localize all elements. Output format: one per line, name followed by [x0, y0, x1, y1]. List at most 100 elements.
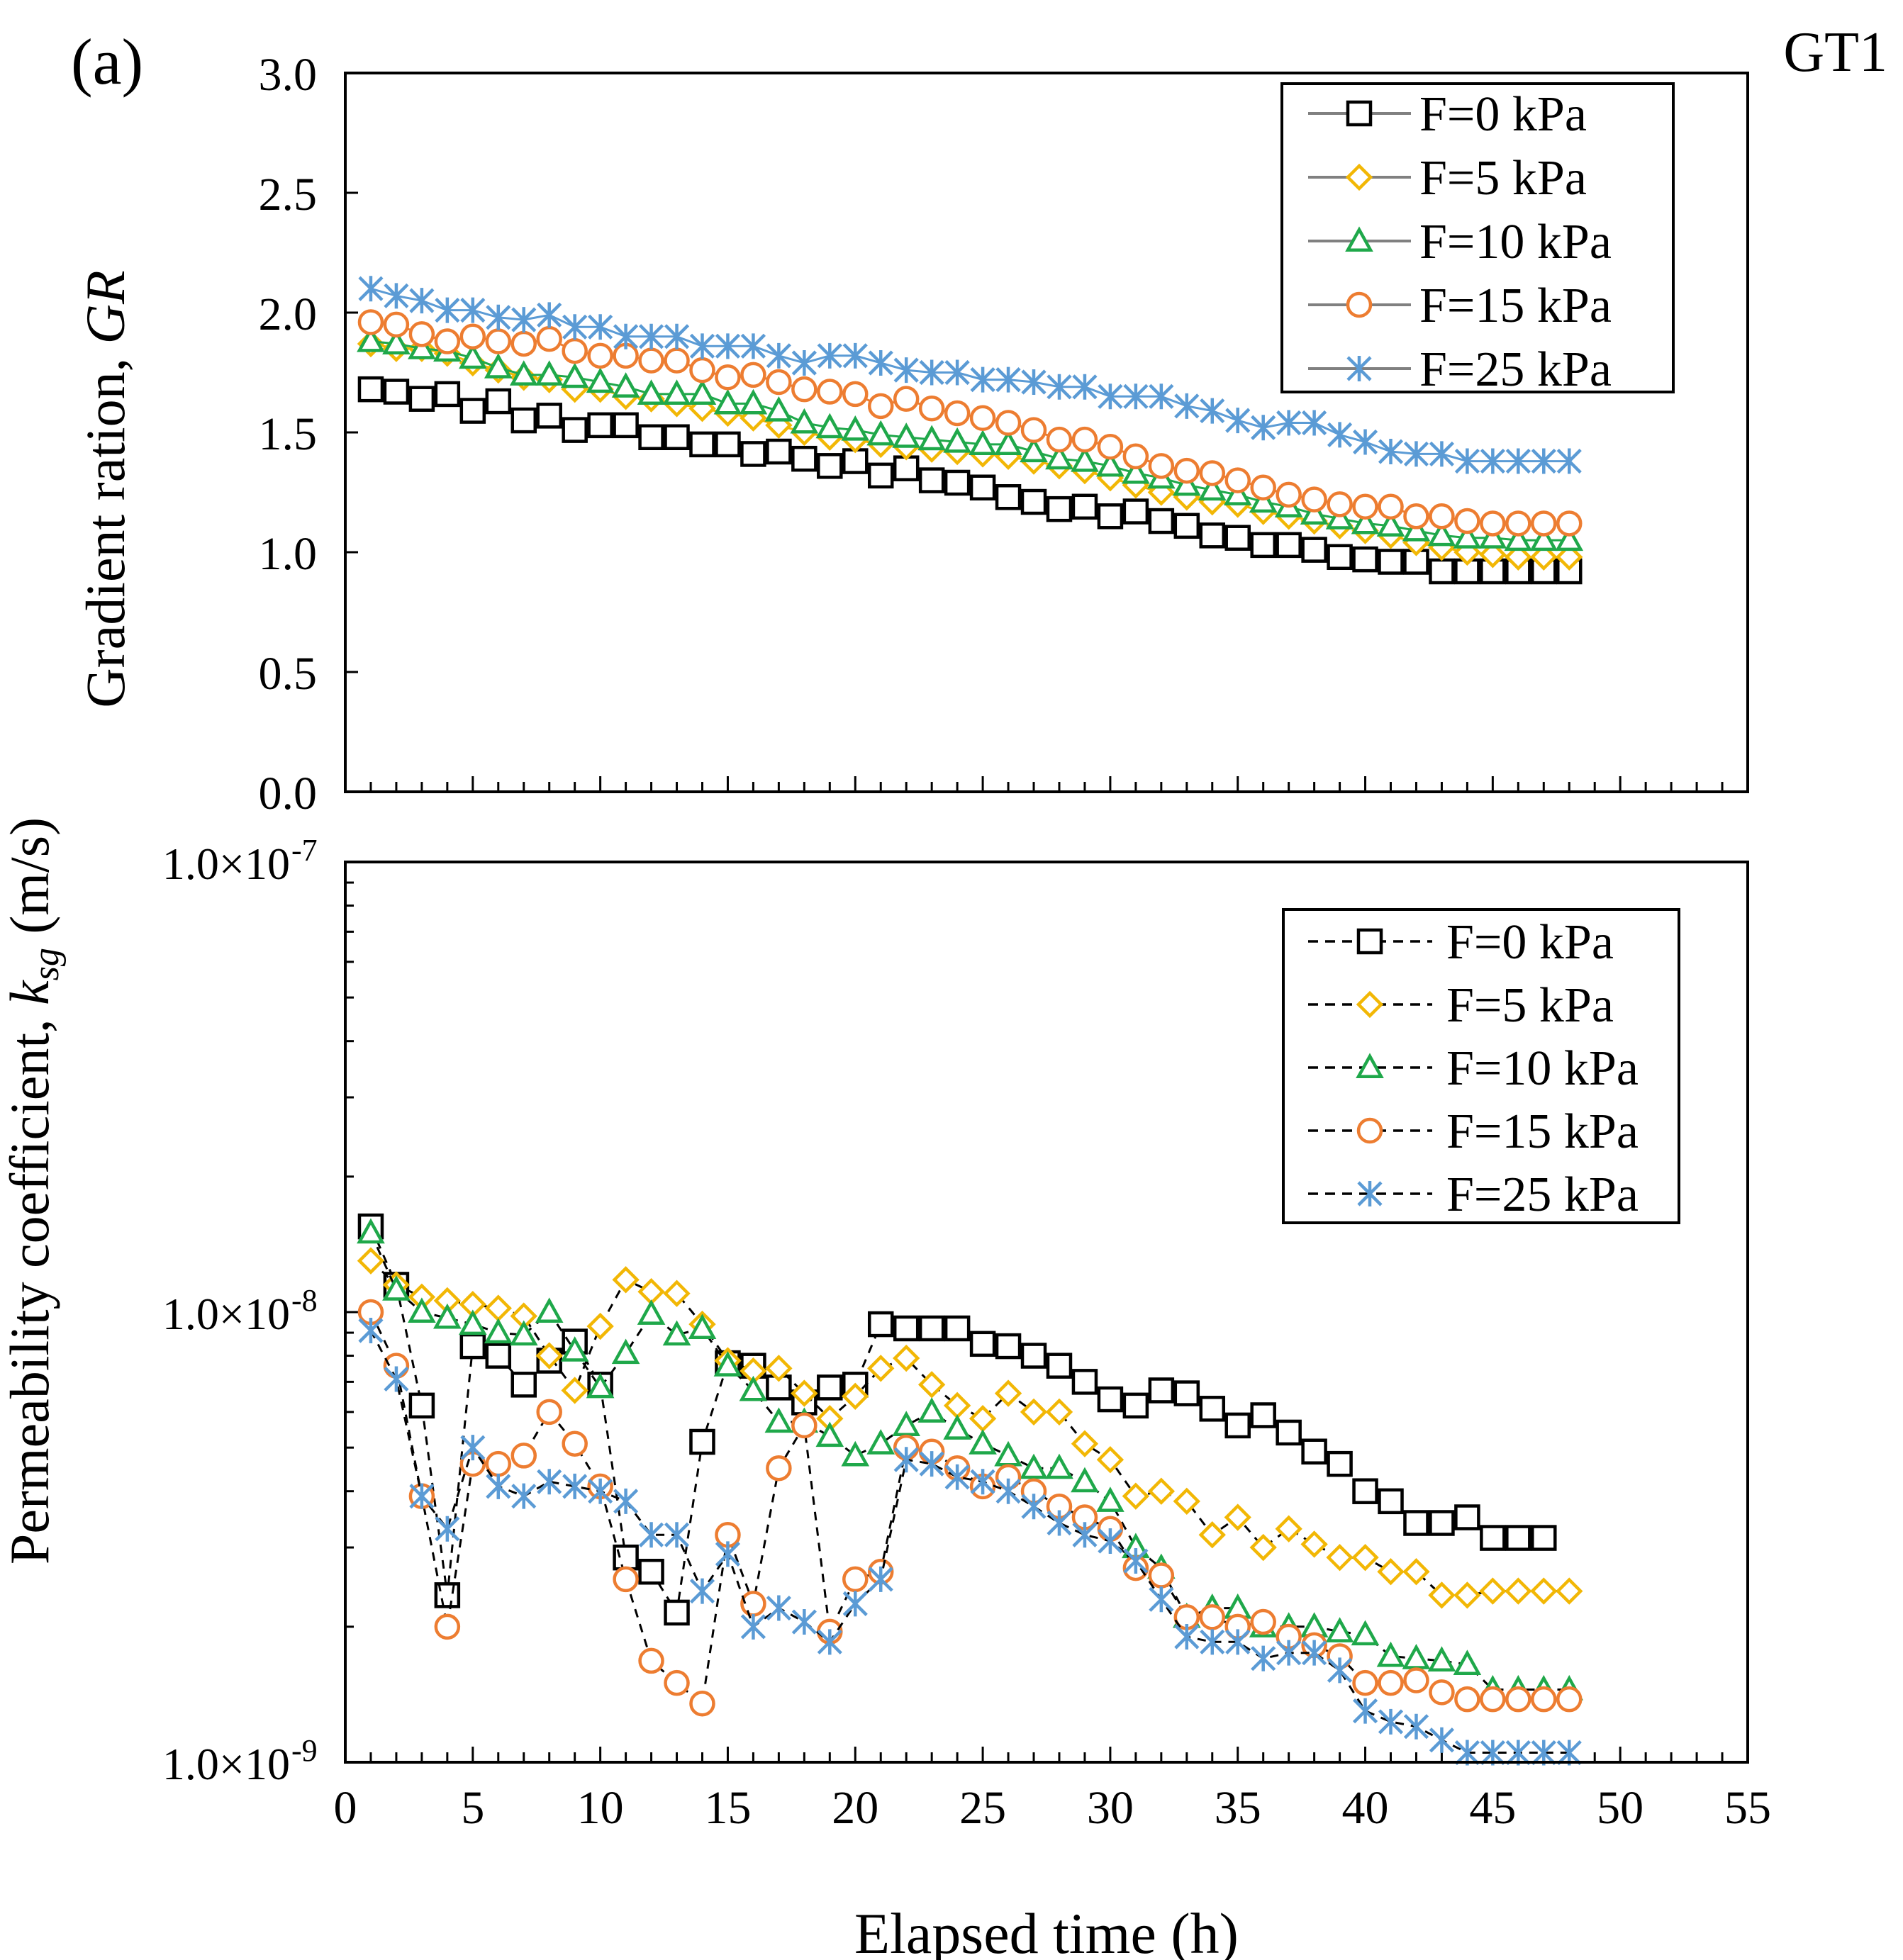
top-point-F25-26	[995, 366, 1021, 393]
top-plot-frame	[344, 72, 1749, 793]
top-point-F25-39	[1327, 422, 1353, 448]
bottom-point-F5-20	[842, 1382, 869, 1410]
bottom-point-F25-8	[537, 1469, 562, 1495]
top-point-F25-38	[1302, 410, 1327, 436]
bottom-point-F25-14	[689, 1578, 715, 1604]
bottom-point-F5-21	[867, 1355, 895, 1382]
bottom-plot-area	[357, 1213, 1584, 1766]
top-point-F0-2	[383, 379, 410, 405]
top-point-F25-41	[1378, 439, 1404, 465]
bottom-point-F0-14	[689, 1428, 715, 1455]
top-point-F15-22	[893, 386, 920, 412]
bottom-point-F25-31	[1123, 1548, 1149, 1574]
top-point-F15-10	[587, 342, 613, 369]
top-point-F25-28	[1047, 374, 1072, 400]
bottom-point-F0-30	[1097, 1386, 1124, 1413]
top-point-F25-14	[689, 333, 715, 359]
bottom-legend-marker-F10	[1356, 1053, 1384, 1079]
bottom-point-F0-42	[1403, 1510, 1429, 1536]
bottom-point-F0-4	[434, 1582, 461, 1608]
bottom-point-F0-47	[1531, 1525, 1557, 1551]
bottom-chart: Permeability coefficient, ksg (m/s) 1.0×…	[0, 817, 1771, 1960]
top-point-F15-2	[383, 311, 410, 338]
top-point-F15-16	[740, 362, 766, 388]
bottom-point-F15-6	[485, 1450, 512, 1477]
bottom-point-F10-12	[637, 1299, 666, 1325]
bottom-xtick-label: 15	[704, 1782, 751, 1834]
bottom-xtick-label: 35	[1215, 1782, 1261, 1834]
bottom-point-F0-33	[1173, 1380, 1200, 1406]
top-chart: Gradient ration, GR 0.0 0.5 1.0 1.5 2.0 2.5 3.…	[74, 49, 1749, 819]
bottom-legend-item-F0: F=0 kPa	[1308, 915, 1614, 970]
bottom-point-F0-22	[893, 1315, 920, 1342]
top-point-F25-3	[409, 288, 435, 314]
bottom-point-F10-1	[357, 1218, 385, 1244]
bottom-point-F10-24	[943, 1414, 971, 1440]
top-point-F15-24	[944, 400, 971, 427]
bottom-point-F10-3	[408, 1297, 436, 1323]
top-point-F0-35	[1224, 525, 1251, 551]
bottom-point-F15-16	[740, 1591, 766, 1617]
bottom-point-F25-33	[1174, 1623, 1200, 1650]
bottom-point-F25-39	[1327, 1657, 1353, 1684]
bottom-point-F10-16	[739, 1375, 768, 1401]
top-ytick-label: 0.5	[259, 648, 318, 700]
top-point-F0-24	[944, 469, 971, 496]
top-point-F0-30	[1097, 503, 1124, 530]
bottom-point-F25-32	[1149, 1586, 1174, 1613]
bottom-point-F25-37	[1276, 1640, 1302, 1666]
bottom-point-F25-5	[460, 1435, 486, 1461]
bottom-point-F5-44	[1453, 1581, 1481, 1609]
top-point-F25-16	[740, 333, 766, 359]
bottom-point-F15-43	[1429, 1679, 1455, 1706]
top-point-F0-1	[357, 376, 384, 403]
top-y-axis: 0.0 0.5 1.0 1.5 2.0 2.5 3.0	[259, 49, 1749, 819]
bottom-point-F10-7	[509, 1320, 538, 1346]
top-point-F10-35	[1223, 480, 1252, 505]
top-point-F15-28	[1046, 426, 1073, 453]
top-point-F25-30	[1098, 383, 1123, 410]
top-point-F15-27	[1020, 417, 1047, 443]
top-point-F10-31	[1122, 458, 1150, 484]
bottom-point-F15-46	[1505, 1686, 1531, 1713]
top-point-F25-37	[1276, 410, 1302, 436]
top-point-F10-19	[815, 413, 844, 439]
bottom-point-F5-29	[1071, 1430, 1099, 1457]
bottom-xtick-label: 10	[577, 1782, 624, 1834]
bottom-point-F15-41	[1378, 1669, 1404, 1696]
bottom-point-F10-11	[611, 1338, 640, 1365]
bottom-xtick-label: 55	[1724, 1782, 1771, 1834]
bottom-point-F10-19	[815, 1421, 844, 1447]
top-ytick-label: 2.5	[259, 169, 318, 220]
top-point-F25-27	[1021, 369, 1047, 396]
top-point-F25-45	[1480, 448, 1505, 474]
top-point-F15-17	[766, 369, 792, 396]
bottom-ytick-exponent: -7	[291, 833, 318, 868]
top-point-F15-20	[842, 381, 869, 408]
bottom-point-F5-17	[765, 1355, 793, 1382]
bottom-point-F5-28	[1045, 1398, 1073, 1426]
bottom-point-F0-12	[638, 1558, 664, 1585]
top-point-F10-40	[1351, 508, 1380, 534]
bottom-point-F5-26	[994, 1379, 1022, 1407]
bottom-point-F10-20	[841, 1440, 870, 1467]
top-point-F15-36	[1250, 474, 1276, 500]
bottom-legend-label: F=25 kPa	[1446, 1167, 1639, 1222]
bottom-point-F0-26	[995, 1333, 1022, 1360]
top-point-F0-22	[893, 455, 920, 481]
bottom-legend-box	[1282, 908, 1680, 1224]
top-point-F0-26	[995, 484, 1022, 510]
bottom-point-F15-48	[1556, 1686, 1583, 1713]
top-legend-item-F15: F=15 kPa	[1308, 279, 1612, 333]
top-point-F25-18	[791, 349, 817, 376]
bottom-series-F25	[358, 1318, 1582, 1766]
top-point-F0-40	[1352, 546, 1378, 573]
top-point-F15-26	[995, 410, 1022, 436]
top-point-F15-5	[459, 323, 486, 350]
top-point-F10-8	[535, 360, 564, 386]
bottom-point-F15-42	[1403, 1667, 1429, 1693]
top-legend-item-F5: F=5 kPa	[1308, 151, 1587, 206]
bottom-point-F25-28	[1047, 1510, 1072, 1536]
top-point-F5-46	[1505, 543, 1532, 571]
top-point-F0-21	[867, 462, 894, 489]
